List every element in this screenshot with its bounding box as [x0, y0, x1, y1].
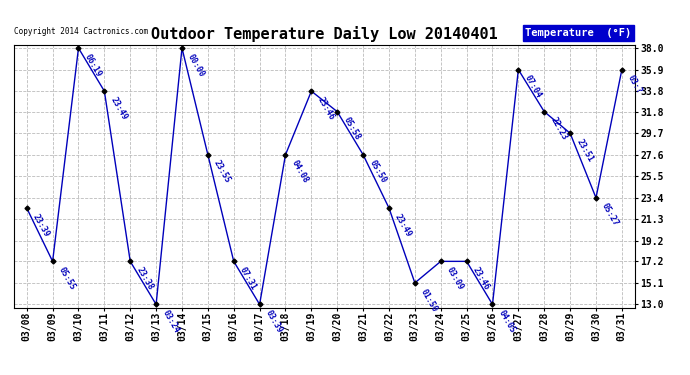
Text: 23:49: 23:49 [393, 212, 413, 238]
Text: 23:46: 23:46 [315, 95, 336, 122]
Text: 03:39: 03:39 [264, 309, 284, 335]
Text: 00:00: 00:00 [186, 52, 206, 78]
Text: 23:46: 23:46 [471, 266, 491, 292]
Text: 05:27: 05:27 [600, 202, 620, 228]
Text: 23:38: 23:38 [135, 266, 155, 292]
Text: 04:08: 04:08 [290, 159, 310, 185]
Text: 07:04: 07:04 [522, 74, 543, 100]
Text: 03:09: 03:09 [445, 266, 465, 292]
Text: 23:55: 23:55 [212, 159, 233, 185]
Text: 05:50: 05:50 [367, 159, 388, 185]
Text: 03:?: 03:? [626, 74, 644, 96]
Text: 01:50: 01:50 [419, 287, 440, 313]
Text: 07:31: 07:31 [238, 266, 258, 292]
Text: 06:19: 06:19 [83, 52, 103, 78]
Text: 23:49: 23:49 [108, 95, 129, 122]
Text: 23:51: 23:51 [574, 137, 595, 164]
Text: 04:05: 04:05 [497, 309, 517, 335]
Text: 23:39: 23:39 [31, 212, 51, 238]
Text: 05:58: 05:58 [342, 116, 362, 142]
Text: 05:55: 05:55 [57, 266, 77, 292]
Title: Outdoor Temperature Daily Low 20140401: Outdoor Temperature Daily Low 20140401 [151, 27, 497, 42]
Text: 22:23: 22:23 [549, 116, 569, 142]
Text: 03:24: 03:24 [160, 309, 181, 335]
Text: Temperature  (°F): Temperature (°F) [526, 28, 632, 38]
Text: Copyright 2014 Cactronics.com: Copyright 2014 Cactronics.com [14, 27, 148, 36]
